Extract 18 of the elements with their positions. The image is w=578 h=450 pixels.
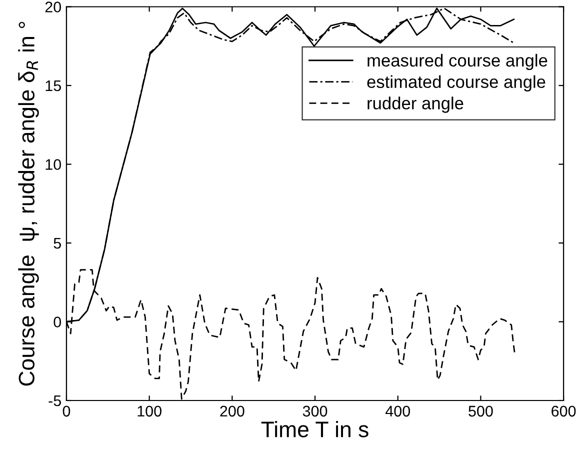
y-tick-label: 15: [46, 80, 61, 92]
y-tick-label: 10: [46, 159, 62, 170]
x-tick-label: 300: [302, 406, 328, 417]
x-tick-label: 0: [62, 406, 70, 417]
legend-label: estimated course angle: [367, 75, 546, 92]
y-tick-label: 5: [54, 238, 61, 249]
x-tick-label: 200: [220, 406, 244, 417]
legend-label: rudder angle: [368, 96, 464, 113]
x-tick-label: 100: [138, 406, 162, 417]
y-tick-label: -5: [48, 396, 61, 406]
x-tick-label: 500: [468, 406, 493, 417]
y-tick-label: 20: [45, 2, 62, 12]
x-tick-label: 400: [385, 406, 410, 417]
y-axis-title: Course angle ψ, rudder angle δ$_{R}$ in °: [18, 22, 39, 386]
x-tick-label: 600: [552, 406, 576, 417]
y-tick-label: 0: [54, 316, 62, 328]
x-axis-title: Time T in s: [261, 420, 368, 438]
legend-label: measured course angle: [368, 54, 548, 70]
